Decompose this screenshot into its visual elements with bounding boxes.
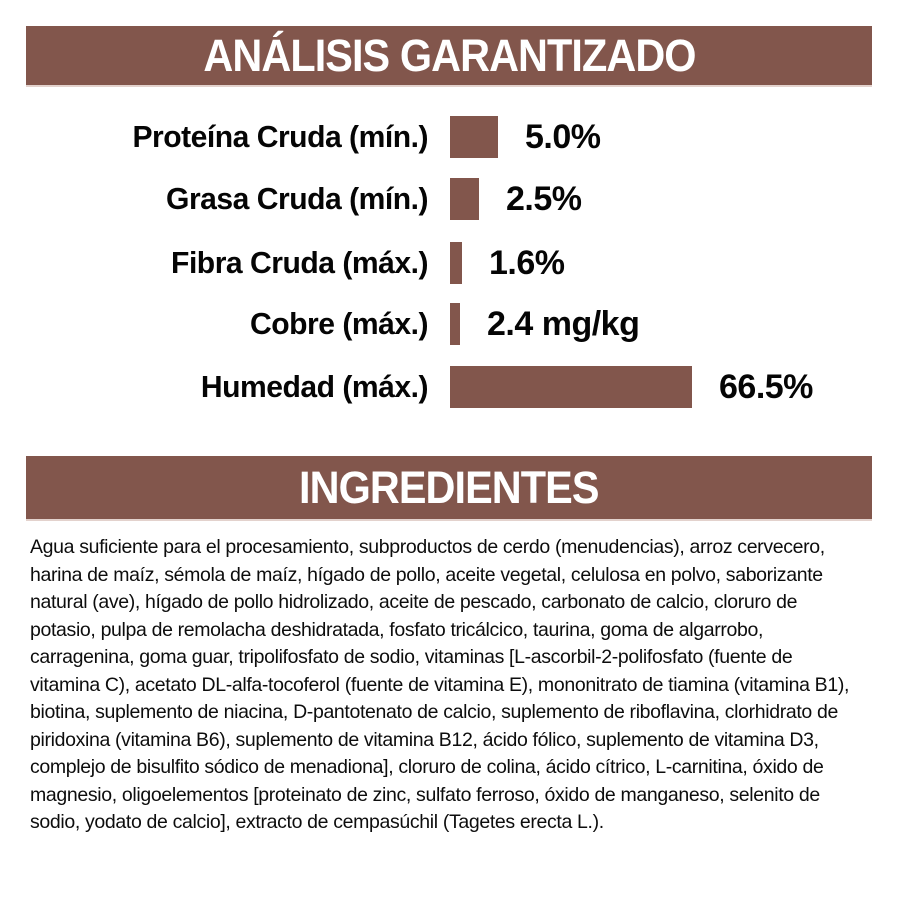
bar [450,242,462,284]
value-label: 2.5% [506,179,582,218]
value-label: 66.5% [719,367,813,406]
row-label: Cobre (máx.) [250,306,428,341]
analysis-header-banner: ANÁLISIS GARANTIZADO [26,26,872,85]
value-label: 2.4 mg/kg [487,304,640,343]
analysis-title: ANÁLISIS GARANTIZADO [202,29,696,81]
row-label: Grasa Cruda (mín.) [166,181,429,216]
row-label: Fibra Cruda (máx.) [171,245,428,280]
row-label: Proteína Cruda (mín.) [132,119,428,154]
chart-row-fiber: Fibra Cruda (máx.) 1.6% [0,240,900,286]
chart-row-protein: Proteína Cruda (mín.) 5.0% [0,114,900,160]
bar [450,303,460,345]
chart-row-fat: Grasa Cruda (mín.) 2.5% [0,176,900,222]
chart-row-moisture: Humedad (máx.) 66.5% [0,364,900,410]
ingredients-header-banner: INGREDIENTES [26,456,872,519]
row-label: Humedad (máx.) [200,369,429,404]
bar [450,366,692,408]
value-label: 5.0% [525,117,601,156]
ingredients-paragraph: Agua suficiente para el procesamiento, s… [30,536,850,833]
value-label: 1.6% [489,243,565,282]
chart-row-copper: Cobre (máx.) 2.4 mg/kg [0,301,900,347]
bar [450,178,479,220]
bar [450,116,498,158]
ingredients-title: INGREDIENTES [299,461,599,513]
